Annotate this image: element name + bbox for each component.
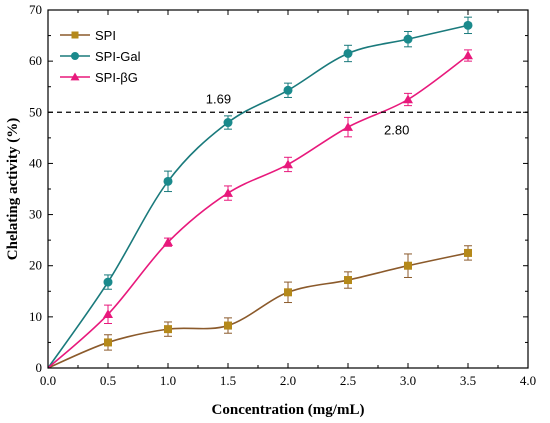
error-bars — [104, 16, 472, 351]
series-points — [103, 20, 473, 347]
x-tick-label: 3.5 — [460, 373, 476, 388]
point-spi — [164, 325, 172, 334]
point-spi-g — [283, 159, 293, 169]
annotation-1: 1.69 — [206, 91, 231, 106]
point-spi-gal — [163, 176, 173, 186]
x-tick-label: 4.0 — [520, 373, 536, 388]
x-tick-label: 0.0 — [40, 373, 56, 388]
y-tick-label: 60 — [29, 53, 42, 68]
series-line-spi-g — [47, 54, 469, 369]
point-spi-gal — [283, 85, 293, 95]
point-spi-g — [463, 50, 473, 60]
point-spi-g — [103, 309, 113, 319]
y-tick-label: 40 — [29, 155, 42, 170]
point-spi-g — [223, 188, 233, 197]
y-tick-label: 0 — [36, 360, 43, 375]
y-tick-label: 20 — [29, 258, 42, 273]
x-tick-label: 0.5 — [100, 373, 116, 388]
y-tick-label: 50 — [29, 104, 42, 119]
y-tick-label: 10 — [29, 309, 42, 324]
x-axis-ticks: 0.0 0.5 1.0 1.5 2.0 2.5 3.0 3.5 4.0 — [40, 10, 536, 388]
x-axis-title: Concentration (mg/mL) — [212, 402, 365, 418]
legend-item-spi-gal: SPI-Gal — [60, 49, 141, 64]
x-tick-label: 1.0 — [160, 373, 176, 388]
y-axis-title: Chelating activity (%) — [5, 118, 21, 260]
point-spi — [284, 288, 292, 297]
legend-marker-shape — [71, 31, 79, 39]
point-spi-gal — [223, 118, 233, 128]
point-spi-gal — [103, 277, 113, 287]
point-spi-gal — [343, 48, 353, 58]
y-tick-label: 30 — [29, 207, 42, 222]
point-spi-gal — [463, 20, 473, 30]
y-tick-label: 70 — [29, 2, 42, 17]
point-spi — [464, 248, 472, 257]
legend-marker-shape — [70, 72, 80, 81]
x-tick-label: 2.0 — [280, 373, 296, 388]
legend-label-spi-bg: SPI-βG — [95, 70, 138, 85]
x-tick-label: 3.0 — [400, 373, 416, 388]
x-tick-label: 2.5 — [340, 373, 356, 388]
x-tick-label: 1.5 — [220, 373, 236, 388]
legend-item-spi: SPI — [60, 28, 116, 43]
legend-label-spi-gal: SPI-Gal — [95, 49, 141, 64]
legend-marker-spi — [71, 31, 79, 39]
legend-marker-spi-bg — [70, 72, 80, 81]
point-spi — [224, 321, 232, 330]
point-spi-gal — [403, 34, 413, 44]
annotation-2: 2.80 — [384, 122, 409, 137]
legend-marker-shape — [71, 52, 79, 60]
legend-marker-spi-gal — [71, 52, 79, 60]
point-spi-g — [403, 94, 413, 104]
legend: SPI SPI-Gal SPI-βG — [60, 28, 141, 85]
legend-label-spi: SPI — [95, 28, 116, 43]
point-spi-g — [343, 122, 353, 131]
legend-item-spi-bg: SPI-βG — [60, 70, 138, 85]
point-spi — [404, 261, 412, 270]
point-spi-g — [163, 237, 173, 246]
point-spi — [104, 338, 112, 347]
y-axis-ticks: 0 10 20 30 40 50 60 70 — [29, 2, 528, 375]
point-spi — [344, 276, 352, 285]
